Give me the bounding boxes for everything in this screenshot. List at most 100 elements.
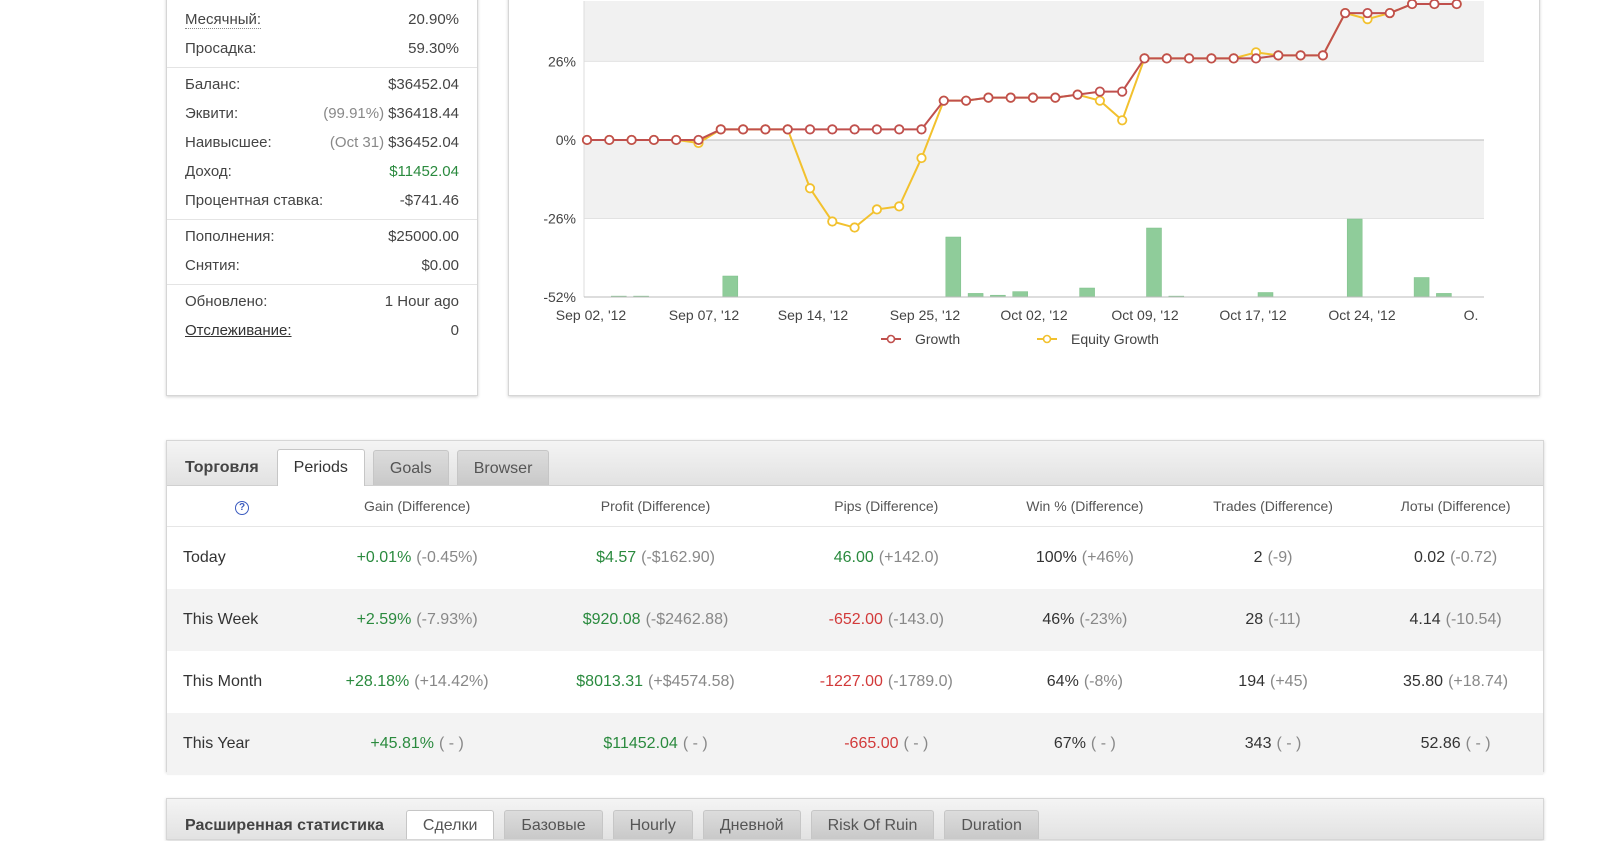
stat-value: 1 Hour ago [385, 293, 459, 310]
x-tick-label: Oct 09, '12 [1111, 307, 1178, 323]
growth-point [760, 124, 771, 135]
stat-row: Просадка: 59.30% [167, 34, 477, 63]
growth-point [871, 124, 882, 135]
cell-value: 28 [1245, 611, 1264, 628]
volume-bar [967, 293, 984, 298]
tab-risk-of-ruin[interactable]: Risk Of Ruin [810, 810, 935, 839]
growth-point [1050, 92, 1061, 103]
stat-label[interactable]: Отслеживание: [185, 322, 292, 339]
column-header: Pips (Difference) [780, 486, 992, 527]
stat-row: Процентная ставка: -$741.46 [167, 186, 477, 215]
cell-value: $8013.31 [576, 673, 644, 690]
help-icon[interactable]: ? [235, 501, 249, 515]
cell-difference: (-9) [1267, 549, 1293, 566]
x-tick-label: Sep 25, '12 [890, 307, 961, 323]
stat-row: Обновлено: 1 Hour ago [167, 287, 477, 316]
stat-main-value: 59.30% [408, 40, 459, 57]
growth-point [738, 124, 749, 135]
tab-duration[interactable]: Duration [944, 810, 1039, 839]
column-header: Trades (Difference) [1177, 486, 1369, 527]
equity-growth-point [871, 204, 882, 215]
equity-growth-point [1094, 95, 1106, 106]
cell-value: 2 [1253, 549, 1263, 566]
stat-row: Эквити: (99.91%) $36418.44 [167, 99, 477, 128]
cell-value: 64% [1046, 673, 1079, 690]
stat-main-value: $36418.44 [388, 105, 459, 122]
grid-band [584, 1, 1484, 62]
growth-point [715, 124, 726, 135]
stat-label: Эквити: [185, 105, 239, 122]
period-label: This Year [167, 713, 304, 775]
volume-bar [722, 275, 739, 298]
stat-label: Месячный: [185, 10, 262, 29]
equity-growth-point [827, 216, 838, 227]
growth-point [1228, 53, 1239, 64]
tab-daily[interactable]: Дневной [702, 810, 801, 839]
growth-point [1072, 89, 1083, 100]
stat-group: Обновлено: 1 Hour ago Отслеживание: 0 [167, 285, 477, 349]
growth-point [1027, 92, 1039, 103]
stat-label: Снятия: [185, 257, 240, 274]
table-cell: 4.14 (-10.54) [1368, 589, 1543, 651]
tab-browser[interactable]: Browser [456, 450, 550, 485]
cell-value: +0.01% [356, 549, 412, 566]
cell-value: -652.00 [828, 611, 883, 628]
tab-goals[interactable]: Goals [372, 450, 449, 485]
cell-value: -665.00 [844, 735, 899, 752]
cell-value: $11452.04 [603, 735, 678, 752]
stat-group: Баланс: $36452.04 Эквити: (99.91%) $36418.44… [167, 68, 477, 220]
equity-growth-point [894, 201, 905, 212]
table-row: This Year +45.81%( - ) $11452.04( - ) -665.… [167, 713, 1543, 775]
x-tick-label: Sep 07, '12 [669, 307, 740, 323]
legend-marker [886, 334, 896, 344]
extended-tab-bar: Расширенная статистика Сделки Базовые Ho… [167, 799, 1543, 839]
stat-label: Наивысшее: [185, 134, 272, 151]
table-row: This Week +2.59% (-7.93%) $920.08 (-$2462.88… [167, 589, 1543, 651]
volume-bar [1079, 287, 1095, 298]
stat-sub-value: (99.91%) [323, 105, 385, 122]
growth-point [960, 95, 972, 106]
stat-value: (99.91%) $36418.44 [323, 105, 459, 122]
volume-bar [945, 236, 962, 298]
table-row: This Month +28.18% (+14.42%) $8013.31 (+$457… [167, 651, 1543, 713]
volume-bar [1436, 293, 1452, 298]
growth-point [1340, 7, 1351, 19]
stat-main-value: 0 [450, 322, 459, 339]
cell-difference: (+$4574.58) [648, 673, 735, 690]
volume-bar [1346, 218, 1363, 298]
stat-label: Обновлено: [185, 293, 268, 310]
growth-point [1384, 7, 1395, 19]
cell-difference: (-$2462.88) [645, 611, 729, 628]
account-stats-panel: Месячный: 20.90% Просадка: 59.30% Баланс: $36… [166, 0, 478, 396]
growth-point [1362, 7, 1373, 19]
tab-periods[interactable]: Periods [276, 449, 365, 486]
table-cell: 35.80 (+18.74) [1368, 651, 1543, 713]
growth-line [587, 3, 1457, 141]
cell-difference: ( - ) [903, 735, 929, 752]
table-cell: $8013.31 (+$4574.58) [530, 651, 781, 713]
growth-point [626, 134, 637, 146]
stat-row: Пополнения: $25000.00 [167, 222, 477, 251]
x-tick-label: Oct 02, '12 [1000, 307, 1067, 323]
stat-label: Пополнения: [185, 228, 275, 245]
cell-difference: ( - ) [682, 735, 708, 752]
cell-difference: (-0.45%) [416, 549, 478, 566]
volume-bar [1146, 227, 1162, 298]
growth-point [1183, 53, 1195, 64]
y-tick-label: 26% [548, 53, 576, 69]
cell-value: +2.59% [356, 611, 412, 628]
cell-difference: ( - ) [1276, 735, 1302, 752]
stat-sub-value: (Oct 31) [329, 134, 385, 151]
cell-value: 343 [1244, 735, 1272, 752]
tab-hourly[interactable]: Hourly [612, 810, 693, 839]
legend-marker [1042, 334, 1052, 344]
stat-main-value: $36452.04 [388, 134, 459, 151]
tab-deals[interactable]: Сделки [405, 810, 495, 839]
tab-basic[interactable]: Базовые [504, 810, 603, 839]
growth-point [671, 134, 682, 146]
column-header: Gain (Difference) [304, 486, 531, 527]
cell-difference: (+46%) [1081, 549, 1134, 566]
table-cell: 343( - ) [1177, 713, 1369, 775]
table-cell: 2 (-9) [1178, 527, 1368, 590]
column-header: Win % (Difference) [991, 486, 1178, 527]
